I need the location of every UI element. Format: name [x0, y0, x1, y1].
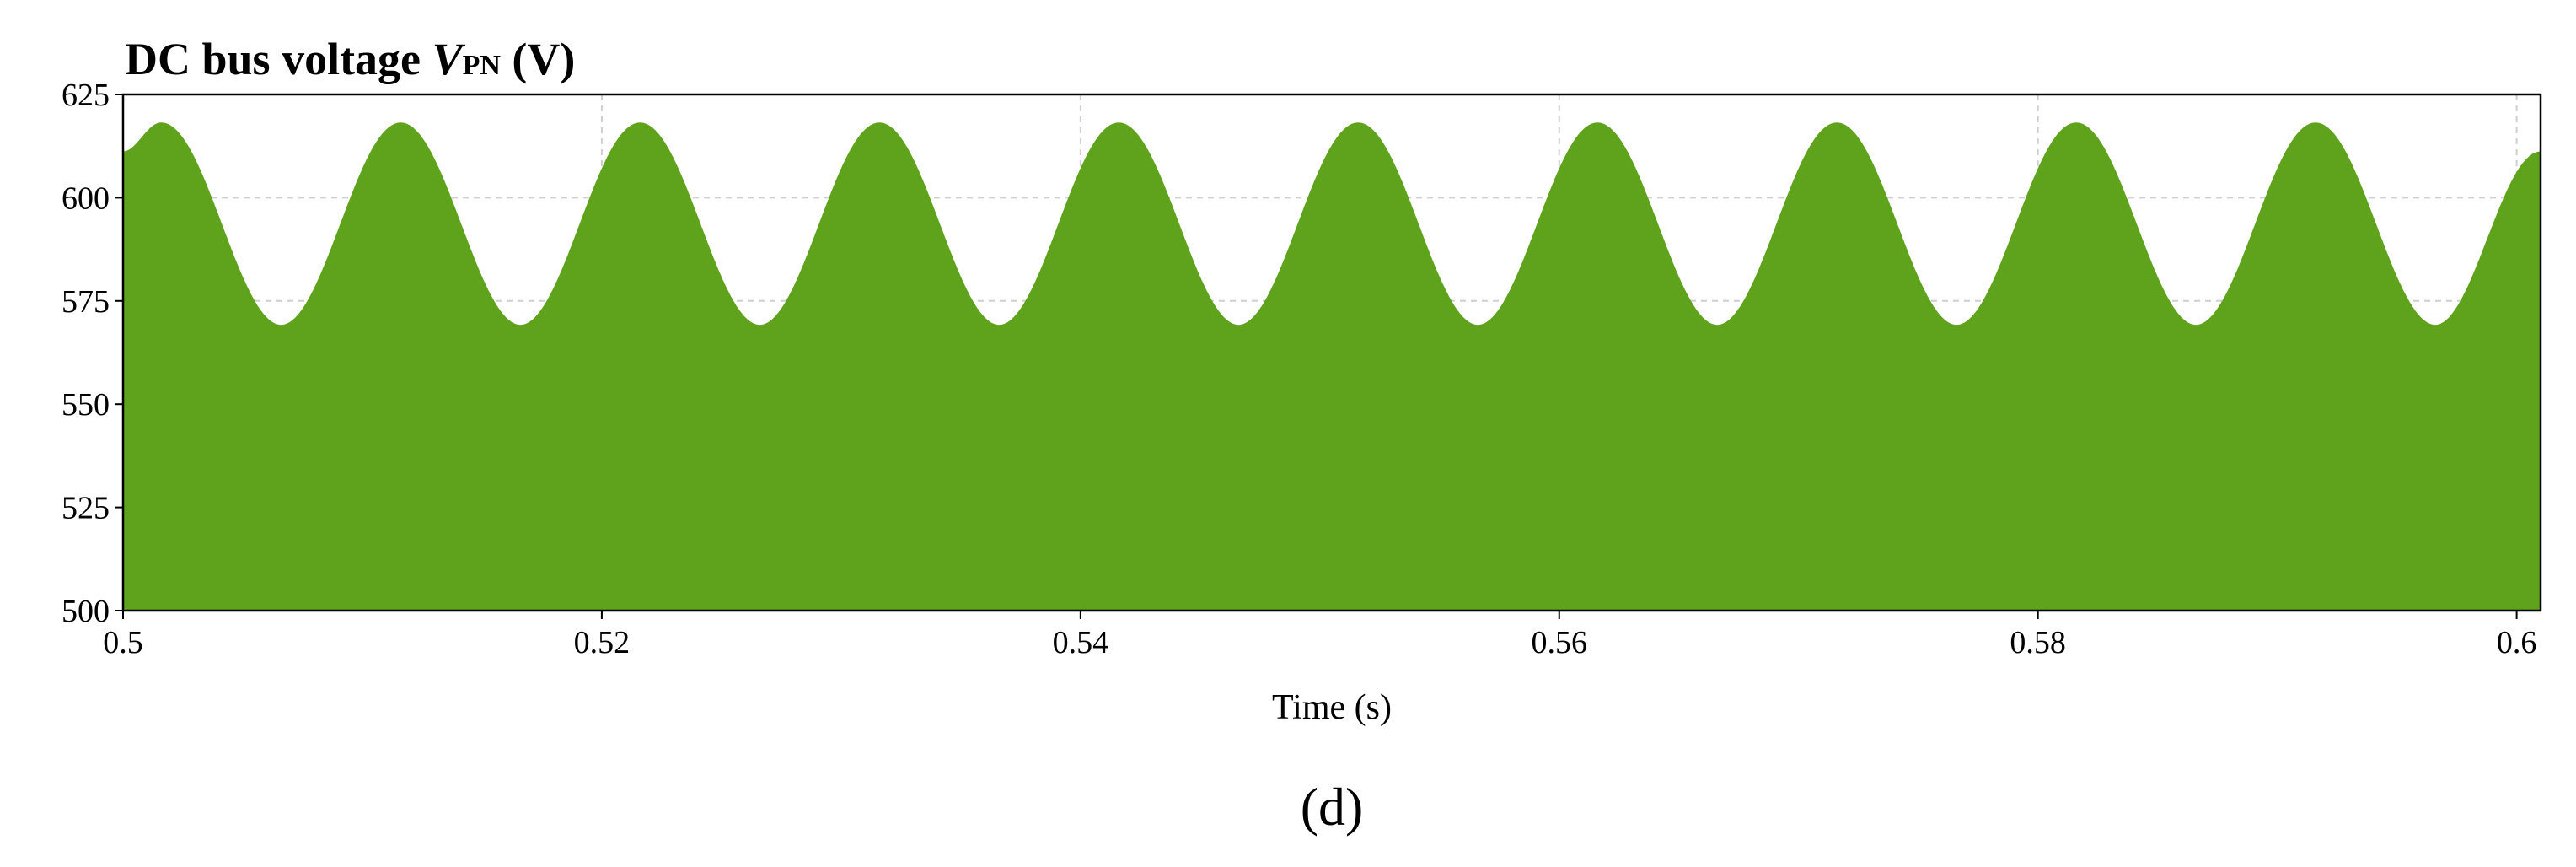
y-tick-label: 600: [62, 180, 110, 216]
y-tick-label: 500: [62, 594, 110, 629]
y-tick-label: 550: [62, 387, 110, 423]
x-tick-label: 0.5: [103, 625, 143, 660]
y-tick-label: 575: [62, 284, 110, 320]
panel-label: (d): [1301, 777, 1364, 837]
title-subscript: PN: [463, 50, 502, 81]
y-tick-label: 525: [62, 491, 110, 526]
title-symbol: V: [432, 34, 466, 84]
chart-title: DC bus voltage VPN (V): [125, 34, 575, 84]
title-prefix: DC bus voltage: [125, 34, 432, 84]
panel-label-text: (d): [1301, 777, 1364, 837]
plot-area: 500 525 550 575 600 625 0.5 0.52 0.54 0.56 0.58 0.6: [62, 78, 2542, 660]
plot-frame: [121, 93, 2542, 612]
x-tick-label: 0.56: [1532, 625, 1588, 660]
series-area-0: [122, 122, 2541, 611]
x-axis-label: Time (s): [1272, 688, 1392, 727]
x-tick-label: 0.54: [1053, 625, 1109, 660]
x-tick-label: 0.58: [2010, 625, 2066, 660]
title-suffix: (V): [501, 34, 575, 84]
x-tick-label: 0.52: [574, 625, 631, 660]
y-tick-label: 625: [62, 78, 110, 113]
x-tick-label: 0.6: [2497, 625, 2537, 660]
